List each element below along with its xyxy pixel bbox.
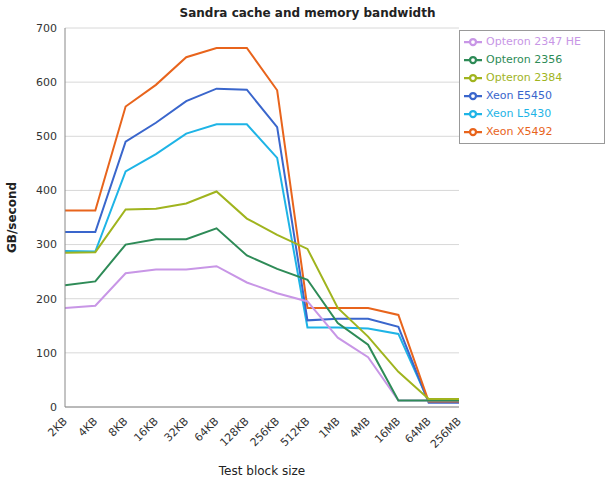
svg-text:4KB: 4KB — [76, 415, 101, 440]
svg-text:4MB: 4MB — [347, 415, 373, 441]
svg-text:700: 700 — [36, 22, 57, 35]
svg-text:512KB: 512KB — [278, 415, 312, 449]
svg-text:300: 300 — [36, 238, 57, 251]
html-text:Opteron 2347 HE: Opteron 2347 HE — [486, 35, 581, 48]
svg-text:1MB: 1MB — [317, 415, 343, 441]
svg-text:2KB: 2KB — [45, 415, 70, 440]
svg-text:16MB: 16MB — [372, 415, 403, 446]
svg-text:100: 100 — [36, 347, 57, 360]
svg-text:600: 600 — [36, 76, 57, 89]
html-text:Xeon E5450: Xeon E5450 — [486, 89, 552, 102]
svg-text:32KB: 32KB — [162, 415, 192, 445]
svg-text:16KB: 16KB — [131, 415, 161, 445]
svg-text:Test block size: Test block size — [218, 464, 305, 478]
svg-text:64MB: 64MB — [402, 414, 434, 446]
svg-text:128KB: 128KB — [217, 415, 251, 449]
html-text:Xeon X5492: Xeon X5492 — [486, 125, 553, 138]
html-text:Xeon L5430: Xeon L5430 — [486, 107, 552, 120]
html-text:Opteron 2384: Opteron 2384 — [486, 71, 563, 84]
svg-text:GB/second: GB/second — [8, 182, 19, 253]
svg-text:500: 500 — [36, 130, 57, 143]
svg-text:200: 200 — [36, 293, 57, 306]
svg-text:400: 400 — [36, 184, 57, 197]
svg-text:256KB: 256KB — [248, 415, 282, 449]
html-text:Opteron 2356: Opteron 2356 — [486, 53, 563, 66]
svg-text:64KB: 64KB — [192, 414, 222, 445]
svg-text:8KB: 8KB — [106, 415, 131, 440]
html-text:Sandra cache and memory bandwi: Sandra cache and memory bandwidth — [179, 6, 436, 20]
svg-text:0: 0 — [50, 401, 57, 414]
svg-text:256MB: 256MB — [428, 415, 464, 451]
